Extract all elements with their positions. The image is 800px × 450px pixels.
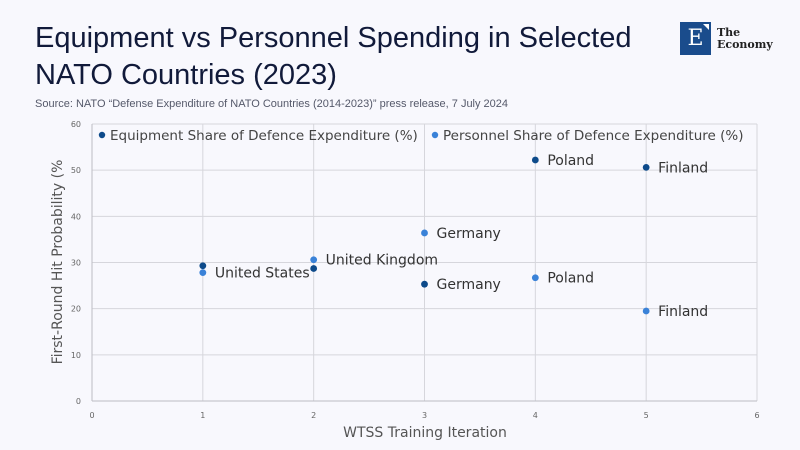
x-tick-label: 2 xyxy=(311,411,316,420)
legend-marker-icon xyxy=(98,131,106,139)
source-note: Source: NATO “Defense Expenditure of NAT… xyxy=(35,98,509,110)
personnel-point xyxy=(199,269,207,277)
x-tick-label: 4 xyxy=(533,411,538,420)
x-tick-label: 3 xyxy=(422,411,427,420)
x-tick-label: 5 xyxy=(644,411,649,420)
x-tick-label: 0 xyxy=(89,411,94,420)
personnel-point xyxy=(642,307,650,315)
x-tick-label: 6 xyxy=(754,411,759,420)
y-tick-label: 30 xyxy=(71,259,81,268)
data-points xyxy=(199,156,650,315)
equipment-point xyxy=(199,262,207,270)
logo-line-1: The xyxy=(717,25,741,39)
publisher-logo: E The Economy xyxy=(680,22,773,55)
data-label: United Kingdom xyxy=(326,253,438,269)
data-label: Poland xyxy=(547,153,594,169)
y-tick-label: 40 xyxy=(71,212,81,221)
legend-marker-icon xyxy=(431,131,439,139)
equipment-point xyxy=(421,280,428,288)
data-labels: Germany Poland Finland United States United … xyxy=(215,153,708,320)
y-tick-label: 50 xyxy=(71,166,81,175)
x-axis-label: WTSS Training Iteration xyxy=(343,425,507,441)
x-tick-label: 1 xyxy=(200,411,205,420)
legend: Equipment Share of Defence Expenditure (… xyxy=(98,128,744,144)
data-label: Germany xyxy=(437,226,501,242)
data-label: Germany xyxy=(437,277,501,293)
chart-title: Equipment vs Personnel Spending in Selec… xyxy=(35,22,632,91)
y-tick-label: 10 xyxy=(71,351,81,360)
personnel-point xyxy=(531,274,539,282)
equipment-point xyxy=(310,265,318,272)
logo-letter: E xyxy=(687,26,704,51)
logo-mark-icon: E xyxy=(680,22,711,55)
legend-label: Personnel Share of Defence Expenditure (… xyxy=(443,128,744,144)
data-label: Finland xyxy=(658,304,708,320)
y-axis-label: First-Round Hit Probability (% xyxy=(50,160,66,365)
data-label: Finland xyxy=(658,160,708,176)
data-label: Poland xyxy=(547,271,594,287)
personnel-point xyxy=(310,256,318,264)
logo-wordmark: The Economy xyxy=(717,25,773,51)
equipment-point xyxy=(642,163,650,171)
equipment-point xyxy=(531,156,539,164)
legend-label: Equipment Share of Defence Expenditure (… xyxy=(110,128,418,144)
y-tick-label: 0 xyxy=(76,397,81,406)
personnel-point xyxy=(421,229,428,237)
data-label: United States xyxy=(215,266,310,282)
axes xyxy=(91,124,757,402)
logo-line-2: Economy xyxy=(717,37,773,51)
y-tick-label: 20 xyxy=(71,305,81,314)
y-tick-label: 60 xyxy=(71,120,81,129)
y-tick-labels: 0 10 20 30 40 50 60 xyxy=(71,120,81,406)
x-tick-labels: 0 1 2 3 4 5 6 xyxy=(89,411,759,420)
